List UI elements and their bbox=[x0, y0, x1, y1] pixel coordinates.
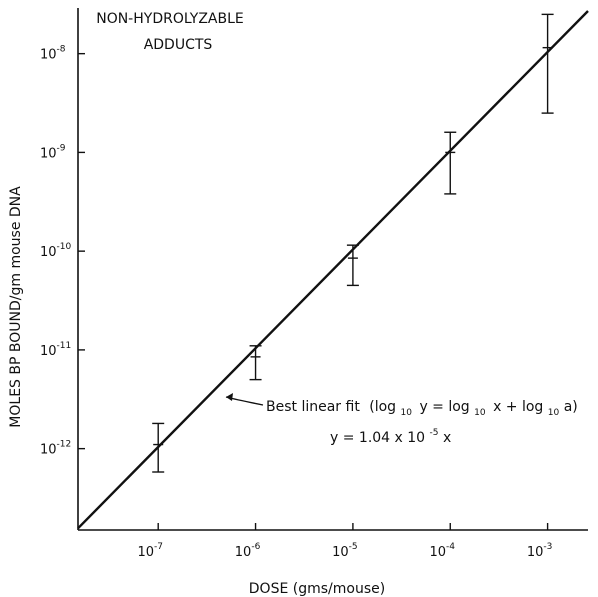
y-tick-label: 10-11 bbox=[40, 341, 71, 359]
chart-title-line-1: NON-HYDROLYZABLE bbox=[96, 11, 244, 27]
y-tick-label: 10-9 bbox=[40, 143, 66, 161]
fit-label: Best linear fit (log 10 y = log 10 x + l… bbox=[266, 399, 578, 419]
y-tick-label: 10-8 bbox=[40, 45, 66, 63]
fit-line-group bbox=[77, 10, 589, 530]
data-point bbox=[346, 244, 359, 287]
chart-title-line-2: ADDUCTS bbox=[144, 37, 213, 53]
y-tick-label: 10-12 bbox=[40, 440, 71, 458]
data-points bbox=[152, 13, 554, 473]
x-tick-label: 10-7 bbox=[137, 542, 163, 560]
x-tick-label: 10-6 bbox=[235, 542, 261, 560]
data-point bbox=[541, 13, 554, 114]
data-point bbox=[444, 131, 457, 195]
annotation-arrowhead bbox=[226, 393, 233, 401]
data-point bbox=[152, 422, 165, 473]
y-axis-label: MOLES BP BOUND/gm mouse DNA bbox=[8, 186, 24, 428]
fit-line bbox=[77, 10, 589, 530]
x-tick-label: 10-3 bbox=[527, 542, 553, 560]
x-axis-label: DOSE (gms/mouse) bbox=[249, 581, 385, 597]
fit-annotation: Best linear fit (log 10 y = log 10 x + l… bbox=[225, 393, 578, 446]
y-axis-ticks: 10-12 10-11 10-10 10-9 10-8 bbox=[40, 45, 85, 458]
data-point bbox=[249, 345, 262, 381]
y-tick-label: 10-10 bbox=[40, 242, 72, 260]
axes bbox=[77, 8, 588, 531]
fit-formula: y = 1.04 x 10 -5 x bbox=[330, 423, 451, 446]
x-tick-label: 10-5 bbox=[332, 542, 358, 560]
x-axis-ticks: 10-7 10-6 10-5 10-4 10-3 bbox=[137, 523, 552, 560]
x-tick-label: 10-4 bbox=[429, 542, 455, 560]
